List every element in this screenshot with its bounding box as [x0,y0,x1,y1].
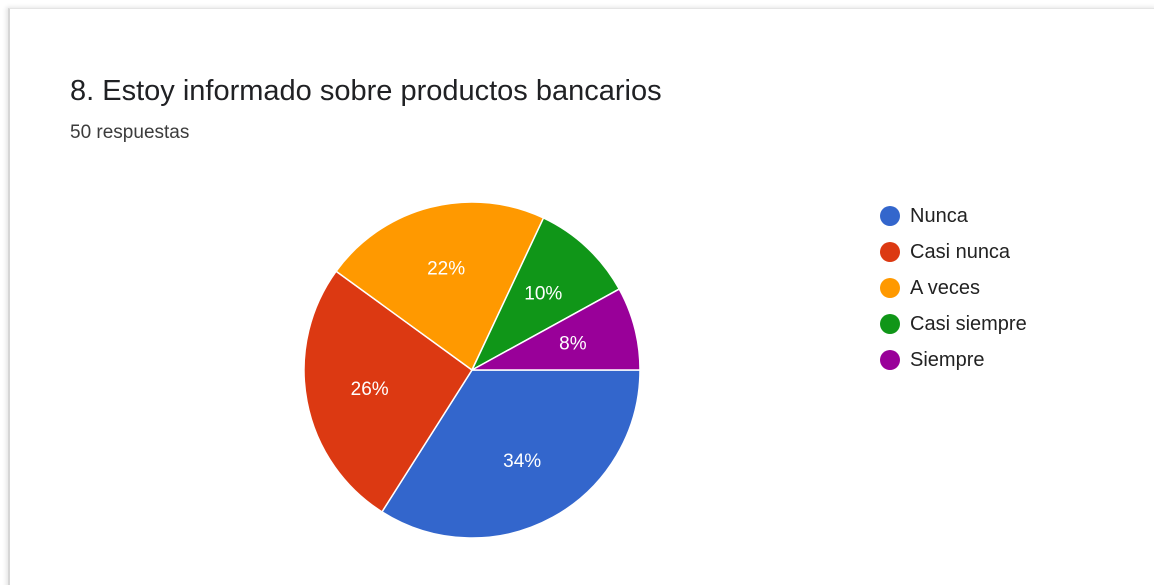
legend-swatch [880,206,900,226]
legend-item-casi-siempre[interactable]: Casi siempre [880,306,1027,342]
pie-slice-nunca[interactable] [380,369,641,539]
chart-legend: Nunca Casi nunca A veces Casi siempre Siempr… [880,198,1027,378]
slice-label-siempre: 8% [559,334,587,355]
legend-swatch [880,314,900,334]
slice-label-casi-nunca: 26% [351,379,389,400]
legend-swatch [880,350,900,370]
legend-item-a-veces[interactable]: A veces [880,270,1027,306]
response-count: 50 respuestas [70,122,190,143]
legend-label: Casi nunca [910,240,1011,263]
slice-label-casi-siempre: 10% [524,284,562,305]
slice-label-nunca: 34% [503,451,541,472]
legend-label: Nunca [910,204,968,227]
legend-label: Casi siempre [910,312,1027,335]
pie-slice-casi-siempre[interactable] [470,216,621,372]
legend-swatch [880,242,900,262]
pie-slice-casi-nunca[interactable] [303,270,474,513]
legend-swatch [880,278,900,298]
legend-item-siempre[interactable]: Siempre [880,342,1027,378]
legend-item-nunca[interactable]: Nunca [880,198,1027,234]
legend-label: Siempre [910,348,985,371]
legend-label: A veces [910,276,981,299]
legend-item-casi-nunca[interactable]: Casi nunca [880,234,1027,270]
pie-slice-siempre[interactable] [471,288,641,371]
slice-label-a-veces: 22% [427,259,465,280]
chart-title: 8. Estoy informado sobre productos banca… [70,75,662,107]
